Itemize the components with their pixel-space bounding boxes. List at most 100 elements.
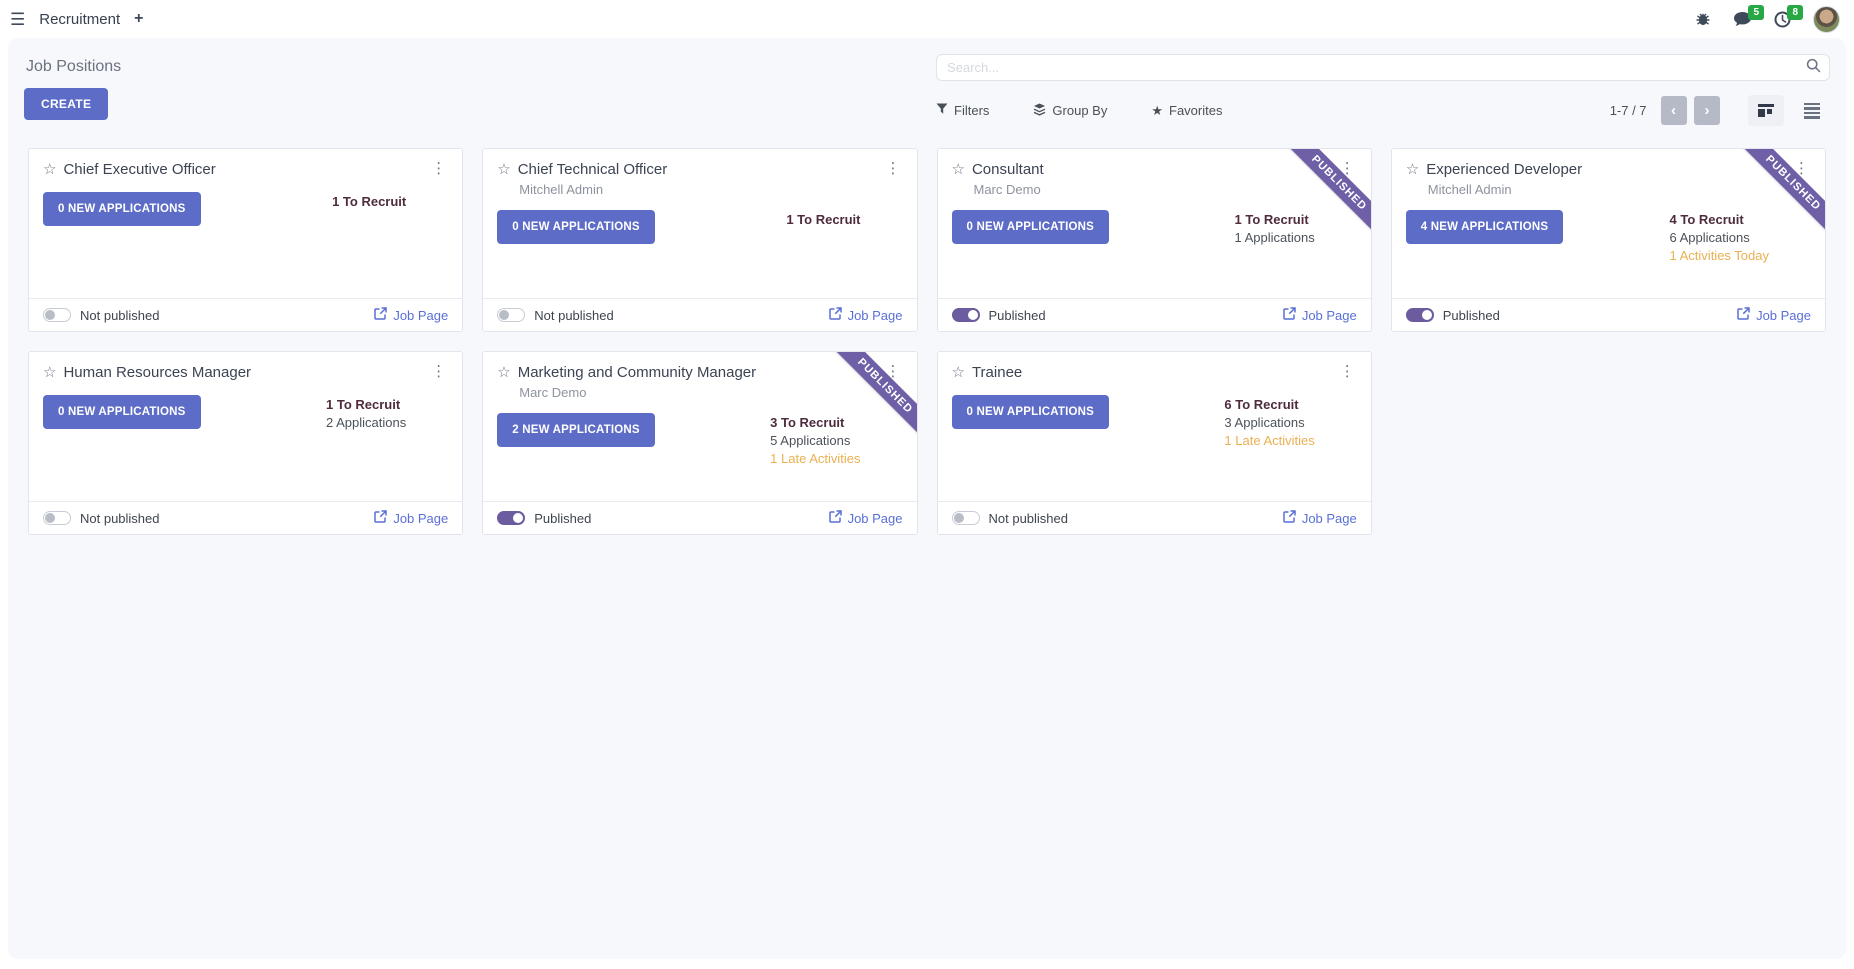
messages-count-badge: 5 (1748, 4, 1764, 20)
to-recruit-stat[interactable]: 1 To Recruit (326, 397, 401, 412)
job-title[interactable]: Marketing and Community Manager (517, 364, 757, 381)
job-title[interactable]: Experienced Developer (1426, 161, 1583, 178)
job-page-link[interactable]: Job Page (374, 307, 448, 323)
publish-toggle[interactable] (43, 511, 71, 525)
to-recruit-stat[interactable]: 6 To Recruit (1224, 397, 1299, 412)
job-card[interactable]: ☆ Chief Technical Officer ⋮ Mitchell Adm… (482, 148, 918, 332)
favorite-star-icon[interactable]: ☆ (43, 364, 57, 381)
job-page-label: Job Page (847, 307, 903, 323)
job-page-link[interactable]: Job Page (828, 510, 903, 526)
publish-toggle[interactable] (951, 511, 980, 525)
job-title[interactable]: Consultant (971, 161, 1044, 178)
external-link-icon (828, 510, 842, 526)
new-applications-button[interactable]: 4 NEW APPLICATIONS (1405, 210, 1564, 244)
job-card[interactable]: PUBLISHED ☆ Experienced Developer ⋮ Mitc… (1390, 148, 1826, 332)
activities-stat[interactable]: 1 Late Activities (1224, 433, 1315, 448)
kebab-menu-icon[interactable]: ⋮ (885, 363, 901, 380)
job-page-link[interactable]: Job Page (1283, 307, 1357, 323)
create-button[interactable]: CREATE (24, 88, 109, 120)
applications-stat[interactable]: 5 Applications (770, 433, 851, 448)
activities-stat[interactable]: 1 Late Activities (770, 451, 861, 466)
activities-stat[interactable]: 1 Activities Today (1669, 248, 1769, 263)
messages-icon[interactable]: 5 (1733, 4, 1764, 28)
favorite-star-icon[interactable]: ☆ (497, 364, 511, 381)
app-name[interactable]: Recruitment (39, 10, 121, 28)
new-applications-button[interactable]: 0 NEW APPLICATIONS (951, 210, 1110, 244)
job-card[interactable]: PUBLISHED ☆ Marketing and Community Mana… (482, 351, 918, 535)
applications-stat[interactable]: 3 Applications (1224, 415, 1305, 430)
pager-next-button[interactable]: › (1694, 96, 1720, 125)
new-applications-button[interactable]: 0 NEW APPLICATIONS (43, 192, 201, 226)
job-card[interactable]: PUBLISHED ☆ Consultant ⋮ Marc Demo 0 NEW… (936, 148, 1372, 332)
to-recruit-stat[interactable]: 1 To Recruit (1234, 212, 1309, 227)
job-card[interactable]: ☆ Trainee ⋮ 0 NEW APPLICATIONS 6 To Recr… (936, 351, 1372, 535)
applications-stat[interactable]: 2 Applications (326, 415, 407, 430)
new-applications-button[interactable]: 0 NEW APPLICATIONS (43, 395, 201, 429)
new-applications-button[interactable]: 0 NEW APPLICATIONS (497, 210, 655, 244)
control-panel: Job Positions CREATE Filters (8, 38, 1846, 126)
search-bar[interactable] (936, 54, 1830, 81)
publish-toggle[interactable] (951, 308, 980, 322)
kanban-view-button[interactable] (1748, 95, 1784, 126)
applications-stat[interactable]: 6 Applications (1669, 230, 1750, 245)
kebab-menu-icon[interactable]: ⋮ (1339, 363, 1355, 380)
kebab-menu-icon[interactable]: ⋮ (431, 363, 447, 380)
pager-previous-button[interactable]: ‹ (1660, 96, 1687, 125)
plus-tab-icon[interactable]: + (134, 10, 144, 27)
favorite-star-icon[interactable]: ☆ (43, 161, 57, 178)
kebab-menu-icon[interactable]: ⋮ (885, 160, 901, 177)
publish-toggle[interactable] (497, 511, 526, 525)
action-panel: Job Positions CREATE Filters (8, 38, 1846, 959)
job-title[interactable]: Human Resources Manager (63, 364, 252, 381)
to-recruit-stat[interactable]: 3 To Recruit (770, 415, 845, 430)
job-page-link[interactable]: Job Page (1737, 307, 1811, 323)
applications-stat[interactable]: 1 Applications (1234, 230, 1315, 245)
publish-toggle[interactable] (1405, 308, 1434, 322)
job-page-label: Job Page (1301, 307, 1357, 323)
apps-menu-icon[interactable]: ☰ (10, 9, 26, 29)
favorite-star-icon[interactable]: ☆ (951, 364, 965, 381)
filters-button[interactable]: Filters (936, 103, 989, 118)
activities-count-badge: 8 (1787, 4, 1803, 20)
job-manager: Marc Demo (973, 182, 1041, 197)
job-stats: 1 To Recruit 2 Applications (326, 395, 406, 430)
job-stats: 1 To Recruit 1 Applications (1235, 210, 1315, 245)
search-input[interactable] (945, 59, 1806, 76)
publish-status-label: Not published (80, 307, 160, 323)
top-navbar: ☰ Recruitment + 5 8 (0, 0, 1854, 38)
to-recruit-stat[interactable]: 1 To Recruit (332, 194, 407, 209)
group-by-button[interactable]: Group By (1033, 103, 1107, 119)
job-page-link[interactable]: Job Page (374, 510, 448, 526)
search-icon[interactable] (1806, 58, 1821, 78)
kebab-menu-icon[interactable]: ⋮ (1794, 160, 1809, 177)
new-applications-button[interactable]: 2 NEW APPLICATIONS (497, 413, 655, 447)
new-applications-button[interactable]: 0 NEW APPLICATIONS (951, 395, 1110, 429)
debug-bug-icon[interactable] (1695, 11, 1711, 27)
publish-toggle[interactable] (43, 308, 71, 322)
favorite-star-icon[interactable]: ☆ (951, 161, 965, 178)
favorites-button[interactable]: ★ Favorites (1151, 103, 1222, 119)
to-recruit-stat[interactable]: 1 To Recruit (786, 212, 861, 227)
favorite-star-icon[interactable]: ☆ (497, 161, 511, 178)
page-title: Job Positions (26, 58, 122, 75)
favorite-star-icon[interactable]: ☆ (1405, 161, 1420, 178)
activities-clock-icon[interactable]: 8 (1774, 4, 1803, 28)
job-manager: Mitchell Admin (1427, 182, 1512, 197)
list-view-button[interactable] (1794, 95, 1830, 126)
job-title[interactable]: Chief Technical Officer (517, 161, 668, 178)
publish-toggle[interactable] (497, 308, 526, 322)
job-card[interactable]: ☆ Chief Executive Officer ⋮ 0 NEW APPLIC… (28, 148, 464, 332)
job-page-label: Job Page (847, 510, 903, 526)
published-ribbon: PUBLISHED (1281, 149, 1371, 239)
job-page-link[interactable]: Job Page (828, 307, 903, 323)
external-link-icon (1737, 307, 1750, 323)
to-recruit-stat[interactable]: 4 To Recruit (1669, 212, 1744, 227)
job-title[interactable]: Trainee (971, 364, 1023, 381)
job-title[interactable]: Chief Executive Officer (63, 161, 216, 178)
kebab-menu-icon[interactable]: ⋮ (1339, 160, 1355, 177)
job-card[interactable]: ☆ Human Resources Manager ⋮ 0 NEW APPLIC… (28, 351, 464, 535)
kanban-view-icon (1758, 104, 1774, 117)
job-page-link[interactable]: Job Page (1283, 510, 1357, 526)
kebab-menu-icon[interactable]: ⋮ (431, 160, 447, 177)
user-avatar[interactable] (1813, 5, 1840, 33)
